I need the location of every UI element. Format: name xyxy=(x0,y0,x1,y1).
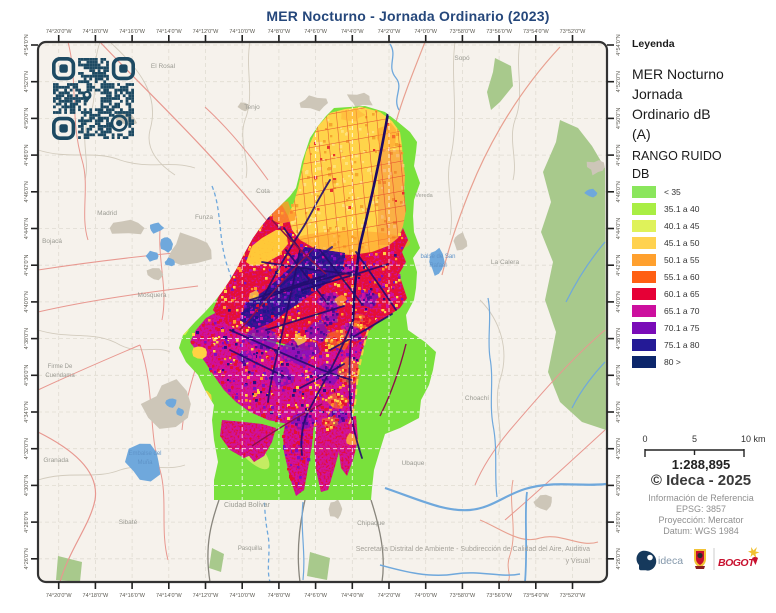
svg-text:4°28'0"N: 4°28'0"N xyxy=(616,511,622,532)
svg-text:Choachí: Choachí xyxy=(465,395,489,402)
svg-text:4°32'0"N: 4°32'0"N xyxy=(24,438,30,459)
svg-text:4°48'0"N: 4°48'0"N xyxy=(616,144,622,165)
svg-text:4°36'0"N: 4°36'0"N xyxy=(24,365,30,386)
svg-text:4°50'0"N: 4°50'0"N xyxy=(24,108,30,129)
svg-text:73°56'0"W: 73°56'0"W xyxy=(486,29,512,35)
svg-text:4°30'0"N: 4°30'0"N xyxy=(616,475,622,496)
svg-text:4°26'0"N: 4°26'0"N xyxy=(616,548,622,569)
svg-text:4°40'0"N: 4°40'0"N xyxy=(24,291,30,312)
svg-text:Mosquera: Mosquera xyxy=(138,292,167,299)
svg-text:74°2'0"W: 74°2'0"W xyxy=(378,593,401,599)
svg-text:Cota: Cota xyxy=(256,188,270,195)
svg-text:73°54'0"W: 73°54'0"W xyxy=(523,593,549,599)
svg-text:4°44'0"N: 4°44'0"N xyxy=(616,218,622,239)
svg-text:y Visual: y Visual xyxy=(566,558,591,565)
svg-text:4°34'0"N: 4°34'0"N xyxy=(616,401,622,422)
svg-text:74°20'0"W: 74°20'0"W xyxy=(46,593,72,599)
svg-text:4°32'0"N: 4°32'0"N xyxy=(616,438,622,459)
svg-text:4°38'0"N: 4°38'0"N xyxy=(616,328,622,349)
svg-text:74°14'0"W: 74°14'0"W xyxy=(156,593,182,599)
svg-text:Embalse del: Embalse del xyxy=(128,451,161,457)
svg-text:Funza: Funza xyxy=(195,214,213,221)
svg-text:Granada: Granada xyxy=(43,457,69,464)
svg-text:74°12'0"W: 74°12'0"W xyxy=(193,29,219,35)
svg-text:El Rosal: El Rosal xyxy=(151,63,176,70)
svg-text:Ciudad Bolívar: Ciudad Bolívar xyxy=(224,502,271,509)
svg-text:Cuendama: Cuendama xyxy=(45,373,75,379)
svg-text:74°20'0"W: 74°20'0"W xyxy=(46,29,72,35)
svg-text:Firme De: Firme De xyxy=(48,364,73,370)
svg-text:Pasquilla: Pasquilla xyxy=(238,546,263,552)
svg-text:4°48'0"N: 4°48'0"N xyxy=(24,144,30,165)
svg-text:4°40'0"N: 4°40'0"N xyxy=(616,291,622,312)
svg-text:4°42'0"N: 4°42'0"N xyxy=(616,254,622,275)
svg-text:74°10'0"W: 74°10'0"W xyxy=(229,593,255,599)
svg-text:74°18'0"W: 74°18'0"W xyxy=(83,593,109,599)
svg-text:Sibaté: Sibaté xyxy=(119,519,138,526)
svg-text:74°4'0"W: 74°4'0"W xyxy=(341,593,364,599)
svg-text:74°14'0"W: 74°14'0"W xyxy=(156,29,182,35)
svg-text:4°54'0"N: 4°54'0"N xyxy=(24,34,30,55)
svg-text:4°44'0"N: 4°44'0"N xyxy=(24,218,30,239)
svg-text:4°52'0"N: 4°52'0"N xyxy=(616,71,622,92)
svg-text:74°0'0"W: 74°0'0"W xyxy=(414,593,437,599)
svg-text:74°8'0"W: 74°8'0"W xyxy=(268,593,291,599)
svg-text:74°16'0"W: 74°16'0"W xyxy=(119,593,145,599)
svg-text:73°56'0"W: 73°56'0"W xyxy=(486,593,512,599)
svg-text:74°2'0"W: 74°2'0"W xyxy=(378,29,401,35)
svg-text:74°16'0"W: 74°16'0"W xyxy=(119,29,145,35)
svg-text:4°42'0"N: 4°42'0"N xyxy=(24,254,30,275)
svg-text:73°54'0"W: 73°54'0"W xyxy=(523,29,549,35)
svg-text:La Calera: La Calera xyxy=(491,259,520,266)
svg-text:0: 0 xyxy=(642,434,647,444)
svg-text:Chipaque: Chipaque xyxy=(357,520,385,527)
svg-text:74°18'0"W: 74°18'0"W xyxy=(83,29,109,35)
svg-text:4°26'0"N: 4°26'0"N xyxy=(24,548,30,569)
svg-text:Tenjo: Tenjo xyxy=(244,104,260,111)
svg-text:4°34'0"N: 4°34'0"N xyxy=(24,401,30,422)
svg-text:Ubaque: Ubaque xyxy=(402,460,425,467)
svg-text:4°36'0"N: 4°36'0"N xyxy=(616,365,622,386)
svg-text:74°6'0"W: 74°6'0"W xyxy=(304,593,327,599)
svg-text:4°50'0"N: 4°50'0"N xyxy=(616,108,622,129)
svg-text:Vereda: Vereda xyxy=(415,193,433,199)
svg-text:4°46'0"N: 4°46'0"N xyxy=(24,181,30,202)
svg-text:Madrid: Madrid xyxy=(97,210,117,217)
svg-text:73°58'0"W: 73°58'0"W xyxy=(450,593,476,599)
svg-text:74°12'0"W: 74°12'0"W xyxy=(193,593,219,599)
svg-text:4°30'0"N: 4°30'0"N xyxy=(24,475,30,496)
svg-text:4°28'0"N: 4°28'0"N xyxy=(24,511,30,532)
svg-text:4°38'0"N: 4°38'0"N xyxy=(24,328,30,349)
svg-text:Rafael: Rafael xyxy=(429,263,446,269)
svg-text:73°52'0"W: 73°52'0"W xyxy=(560,29,586,35)
svg-text:4°54'0"N: 4°54'0"N xyxy=(616,34,622,55)
svg-text:5: 5 xyxy=(692,434,697,444)
svg-text:Sopó: Sopó xyxy=(454,55,470,62)
svg-text:Secretaría Distrital de Ambien: Secretaría Distrital de Ambiente - Subdi… xyxy=(356,546,590,553)
svg-text:Muña: Muña xyxy=(137,460,153,466)
svg-text:74°6'0"W: 74°6'0"W xyxy=(304,29,327,35)
svg-text:10 km: 10 km xyxy=(741,434,766,444)
svg-text:74°10'0"W: 74°10'0"W xyxy=(229,29,255,35)
svg-text:73°52'0"W: 73°52'0"W xyxy=(560,593,586,599)
svg-text:74°4'0"W: 74°4'0"W xyxy=(341,29,364,35)
svg-text:balse de San: balse de San xyxy=(420,254,455,260)
svg-text:4°46'0"N: 4°46'0"N xyxy=(616,181,622,202)
svg-text:4°52'0"N: 4°52'0"N xyxy=(24,71,30,92)
svg-text:Bojacá: Bojacá xyxy=(42,238,62,245)
svg-text:74°8'0"W: 74°8'0"W xyxy=(268,29,291,35)
svg-text:73°58'0"W: 73°58'0"W xyxy=(450,29,476,35)
svg-text:74°0'0"W: 74°0'0"W xyxy=(414,29,437,35)
